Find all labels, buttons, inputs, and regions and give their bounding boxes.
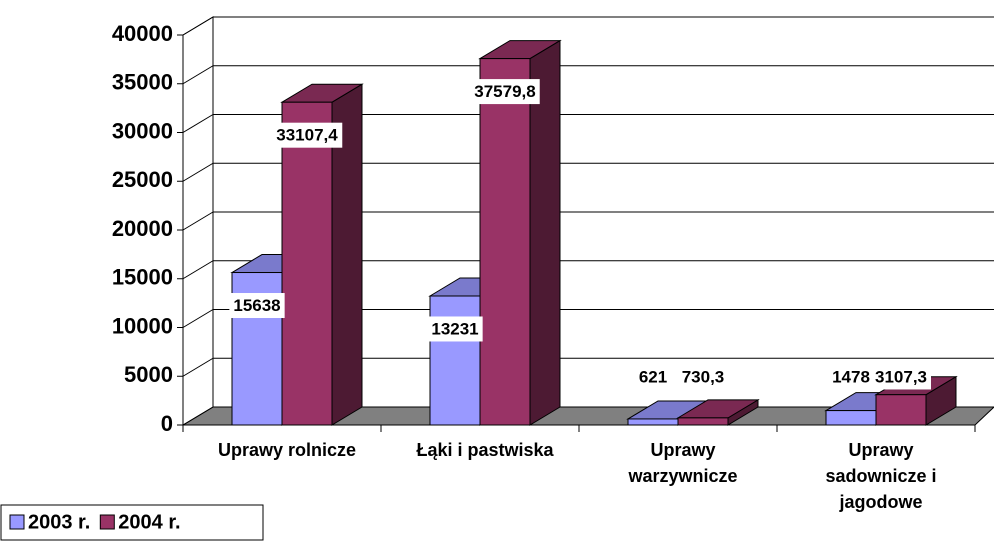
bar: [280, 83, 364, 426]
y-tick-label: 25000: [112, 167, 173, 192]
value-label-group: 1478: [828, 364, 874, 390]
bar-front: [875, 394, 927, 426]
y-tick-label: 35000: [112, 70, 173, 95]
y-tick-label: 30000: [112, 118, 173, 143]
bar-front: [627, 418, 679, 426]
legend-swatch: [9, 514, 25, 530]
value-label-group: 3107,3: [871, 364, 931, 390]
bar: [874, 375, 958, 426]
value-label: 1478: [832, 367, 870, 386]
value-label: 621: [639, 367, 667, 386]
legend-label: 2003 r.: [28, 511, 90, 533]
grid-line: [182, 406, 214, 426]
y-tick-label: 40000: [112, 21, 173, 46]
grid-line: [182, 162, 214, 182]
value-label-box: [272, 122, 343, 148]
value-label-box: [634, 364, 672, 390]
value-label-group: 13231: [427, 316, 483, 342]
bar-front: [825, 410, 877, 426]
y-tick-label: 0: [161, 411, 173, 436]
legend-label: 2004 r.: [118, 511, 180, 533]
grid-line: [182, 65, 214, 85]
grid-line: [182, 211, 214, 231]
value-label: 13231: [431, 319, 478, 338]
value-label: 15638: [233, 296, 280, 315]
grid-line: [182, 114, 214, 133]
value-label-box: [427, 316, 483, 342]
bar: [478, 39, 562, 426]
grid-line: [182, 16, 214, 36]
x-tick-label: Łąki i pastwiska: [416, 440, 554, 460]
y-tick-label: 10000: [112, 313, 173, 338]
grid-line: [182, 357, 214, 377]
bar-front: [479, 58, 531, 426]
bar-front: [677, 417, 729, 426]
y-tick-label: 15000: [112, 265, 173, 290]
value-label-group: 33107,4: [272, 122, 343, 148]
legend-box: [0, 504, 264, 541]
value-label: 730,3: [682, 367, 725, 386]
value-label-box: [871, 364, 931, 390]
bar-front: [429, 295, 481, 426]
value-label-box: [828, 364, 874, 390]
grid-line: [182, 260, 214, 280]
value-label-box: [677, 364, 729, 390]
x-tick-label: Uprawy rolnicze: [217, 440, 357, 460]
grid-line: [182, 309, 214, 328]
bar-front: [281, 101, 333, 426]
value-label-group: 621: [634, 364, 672, 390]
y-tick-label: 20000: [112, 216, 173, 241]
value-label-group: 37579,8: [470, 79, 540, 105]
value-label: 37579,8: [474, 82, 535, 101]
value-label-group: 15638: [229, 293, 285, 319]
bar: [676, 398, 760, 426]
value-label-box: [229, 293, 285, 319]
value-label: 3107,3: [875, 367, 927, 386]
legend-swatch: [99, 514, 115, 530]
value-label-box: [470, 79, 540, 105]
x-tick-label: Uprawy warzywnicze: [628, 440, 738, 486]
legend: 2003 r. 2004 r.: [0, 504, 264, 541]
value-label-group: 730,3: [677, 364, 729, 390]
x-tick-label: Uprawy sadownicze i jagodowe: [825, 440, 937, 512]
y-tick-label: 5000: [124, 362, 173, 387]
value-label: 33107,4: [276, 126, 338, 145]
